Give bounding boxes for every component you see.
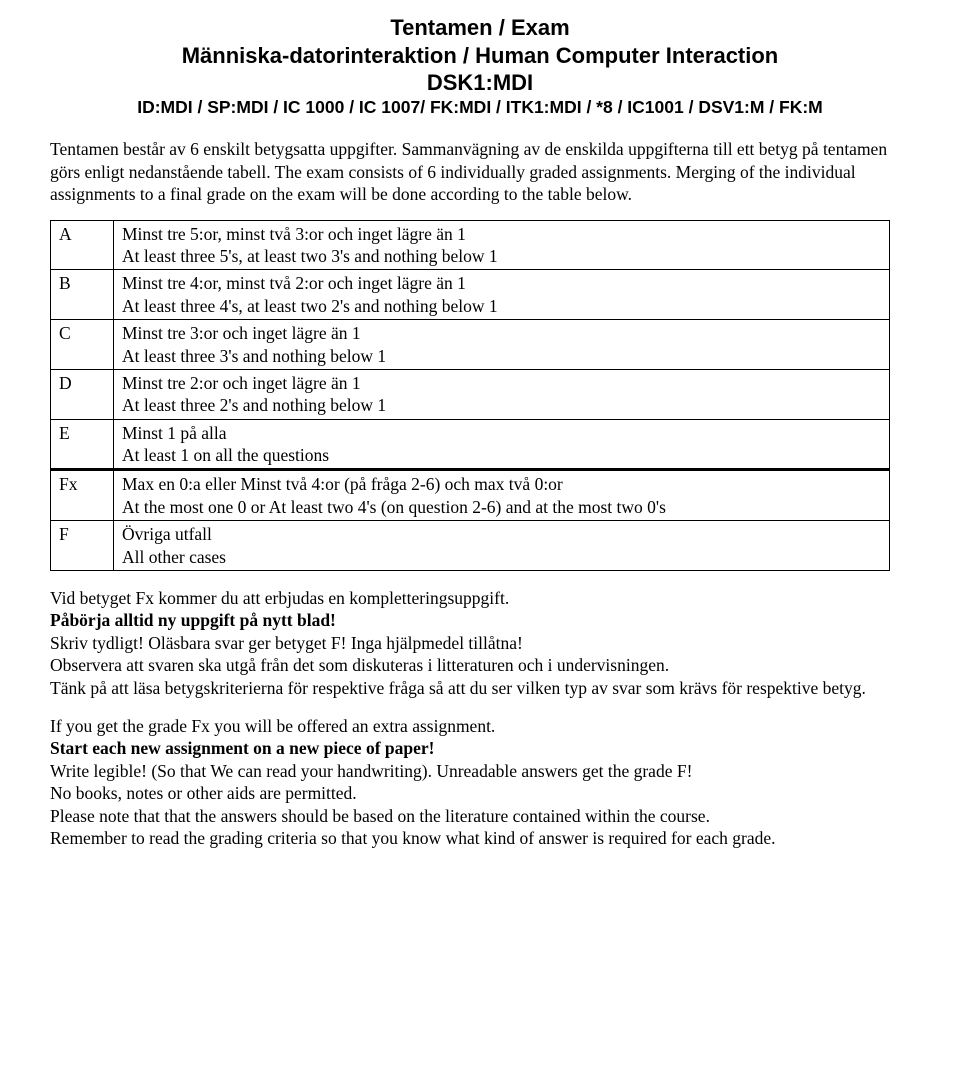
- criteria-cell: Minst tre 5:or, minst två 3:or och inget…: [114, 220, 890, 270]
- table-row: B Minst tre 4:or, minst två 2:or och ing…: [51, 270, 890, 320]
- note-sv-5: Tänk på att läsa betygskriterierna för r…: [50, 677, 910, 699]
- grade-cell: A: [51, 220, 114, 270]
- criteria-cell: Minst tre 4:or, minst två 2:or och inget…: [114, 270, 890, 320]
- spacer: [50, 699, 910, 715]
- note-en-4: No books, notes or other aids are permit…: [50, 782, 910, 804]
- criteria-en: At least three 4's, at least two 2's and…: [122, 295, 881, 317]
- note-sv-1: Vid betyget Fx kommer du att erbjudas en…: [50, 587, 910, 609]
- table-row: F Övriga utfall All other cases: [51, 521, 890, 571]
- grade-cell: Fx: [51, 470, 114, 521]
- title-line-2: Människa-datorinteraktion / Human Comput…: [50, 42, 910, 70]
- table-row: Fx Max en 0:a eller Minst två 4:or (på f…: [51, 470, 890, 521]
- criteria-en: At least three 3's and nothing below 1: [122, 345, 881, 367]
- criteria-cell: Minst 1 på alla At least 1 on all the qu…: [114, 419, 890, 470]
- criteria-sv: Minst tre 4:or, minst två 2:or och inget…: [122, 272, 881, 294]
- note-en-2: Start each new assignment on a new piece…: [50, 737, 910, 759]
- title-line-4: ID:MDI / SP:MDI / IC 1000 / IC 1007/ FK:…: [50, 97, 910, 119]
- criteria-sv: Max en 0:a eller Minst två 4:or (på fråg…: [122, 473, 881, 495]
- grade-cell: F: [51, 521, 114, 571]
- criteria-cell: Max en 0:a eller Minst två 4:or (på fråg…: [114, 470, 890, 521]
- title-line-3: DSK1:MDI: [50, 69, 910, 97]
- criteria-sv: Minst tre 5:or, minst två 3:or och inget…: [122, 223, 881, 245]
- grade-cell: D: [51, 369, 114, 419]
- note-en-1: If you get the grade Fx you will be offe…: [50, 715, 910, 737]
- table-row: A Minst tre 5:or, minst två 3:or och ing…: [51, 220, 890, 270]
- notes-block: Vid betyget Fx kommer du att erbjudas en…: [50, 587, 910, 849]
- note-en-3: Write legible! (So that We can read your…: [50, 760, 910, 782]
- grade-cell: B: [51, 270, 114, 320]
- criteria-cell: Övriga utfall All other cases: [114, 521, 890, 571]
- grade-cell: C: [51, 320, 114, 370]
- note-sv-2: Påbörja alltid ny uppgift på nytt blad!: [50, 609, 910, 631]
- table-row: C Minst tre 3:or och inget lägre än 1 At…: [51, 320, 890, 370]
- title-block: Tentamen / Exam Människa-datorinteraktio…: [50, 14, 910, 118]
- criteria-sv: Minst tre 3:or och inget lägre än 1: [122, 322, 881, 344]
- table-row: E Minst 1 på alla At least 1 on all the …: [51, 419, 890, 470]
- grading-table: A Minst tre 5:or, minst två 3:or och ing…: [50, 220, 890, 571]
- grade-cell: E: [51, 419, 114, 470]
- criteria-en: At least 1 on all the questions: [122, 444, 881, 466]
- criteria-en: At least three 2's and nothing below 1: [122, 394, 881, 416]
- criteria-cell: Minst tre 2:or och inget lägre än 1 At l…: [114, 369, 890, 419]
- note-sv-4: Observera att svaren ska utgå från det s…: [50, 654, 910, 676]
- intro-paragraph: Tentamen består av 6 enskilt betygsatta …: [50, 138, 910, 205]
- criteria-en: All other cases: [122, 546, 881, 568]
- title-line-1: Tentamen / Exam: [50, 14, 910, 42]
- note-sv-3: Skriv tydligt! Oläsbara svar ger betyget…: [50, 632, 910, 654]
- note-en-5: Please note that that the answers should…: [50, 805, 910, 827]
- criteria-en: At least three 5's, at least two 3's and…: [122, 245, 881, 267]
- criteria-sv: Övriga utfall: [122, 523, 881, 545]
- criteria-sv: Minst tre 2:or och inget lägre än 1: [122, 372, 881, 394]
- criteria-en: At the most one 0 or At least two 4's (o…: [122, 496, 881, 518]
- document-page: Tentamen / Exam Människa-datorinteraktio…: [0, 0, 960, 859]
- note-en-6: Remember to read the grading criteria so…: [50, 827, 910, 849]
- criteria-cell: Minst tre 3:or och inget lägre än 1 At l…: [114, 320, 890, 370]
- table-row: D Minst tre 2:or och inget lägre än 1 At…: [51, 369, 890, 419]
- criteria-sv: Minst 1 på alla: [122, 422, 881, 444]
